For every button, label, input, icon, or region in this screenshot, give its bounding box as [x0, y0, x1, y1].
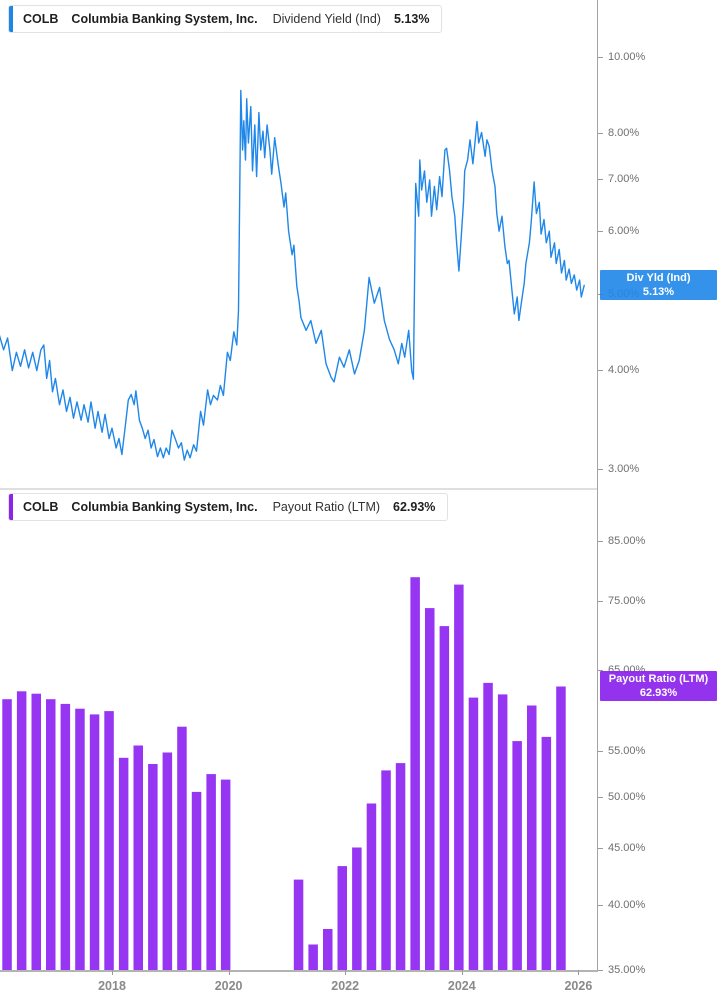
- panel-divider: [0, 488, 598, 490]
- payout-ratio-bar-q4-2018[interactable]: [162, 752, 173, 971]
- y-tick-mark: [598, 905, 603, 906]
- payout-ratio-bar-q3-2024[interactable]: [497, 694, 508, 971]
- y-tick-label: 40.00%: [608, 899, 646, 911]
- y-tick-mark: [598, 132, 603, 134]
- badge-label: Payout Ratio (LTM): [608, 673, 709, 686]
- x-tick-mark: [112, 970, 113, 975]
- badge-label: Div Yld (Ind): [626, 272, 691, 285]
- y-tick-label: 75.00%: [608, 595, 646, 608]
- payout-ratio-bar-q1-2019[interactable]: [177, 726, 187, 971]
- y-tick-label: 50.00%: [608, 791, 646, 804]
- x-tick-mark: [461, 970, 463, 975]
- payout-ratio-bar-q3-2016[interactable]: [31, 693, 42, 971]
- payout-ratio-bar-q1-2025[interactable]: [527, 705, 537, 971]
- ticker-symbol: COLB: [23, 500, 59, 514]
- dividend-yield-line-chart[interactable]: [0, 0, 717, 489]
- legend-chip-payout-ratio[interactable]: COLB Columbia Banking System, Inc. Payou…: [8, 493, 449, 521]
- payout-ratio-bar-q3-2023[interactable]: [439, 626, 450, 971]
- payout-ratio-bar-q1-2021[interactable]: [293, 879, 304, 971]
- y-tick-mark: [598, 969, 603, 971]
- payout-ratio-bar-q1-2016[interactable]: [2, 699, 12, 971]
- payout-ratio-bar-q2-2019[interactable]: [191, 791, 202, 971]
- y-tick-label: 8.00%: [608, 126, 640, 139]
- payout-ratio-bar-q1-2018[interactable]: [118, 757, 129, 971]
- series-accent-blue: [9, 6, 13, 32]
- y-tick-mark: [598, 670, 603, 672]
- y-tick-mark: [598, 601, 603, 603]
- ticker-symbol: COLB: [23, 12, 59, 26]
- y-tick-label: 45.00%: [608, 842, 646, 855]
- payout-ratio-bar-q2-2022[interactable]: [366, 803, 377, 971]
- metric-value: 5.13%: [393, 12, 430, 26]
- payout-ratio-bar-q3-2017[interactable]: [89, 714, 100, 971]
- payout-ratio-bar-chart[interactable]: [0, 489, 717, 971]
- series-accent-purple: [9, 494, 13, 520]
- y-tick-mark: [598, 231, 603, 233]
- payout-ratio-bar-q4-2021[interactable]: [337, 866, 348, 971]
- y-tick-label: 6.00%: [608, 225, 640, 238]
- payout-ratio-bar-q4-2016[interactable]: [46, 699, 56, 971]
- y-tick-mark: [598, 751, 603, 753]
- payout-ratio-bar-q1-2022[interactable]: [352, 847, 362, 971]
- y-tick-label: 35.00%: [608, 963, 646, 976]
- payout-ratio-bar-q2-2018[interactable]: [133, 745, 144, 971]
- payout-ratio-bar-q2-2024[interactable]: [483, 682, 493, 971]
- x-tick-label-2026: 2026: [564, 979, 593, 993]
- payout-ratio-bar-q1-2017[interactable]: [60, 703, 71, 971]
- y-tick-mark: [598, 56, 603, 58]
- y-tick-label: 55.00%: [608, 745, 646, 758]
- x-tick-mark: [228, 970, 230, 975]
- last-value-badge-payout-ratio: Payout Ratio (LTM) 62.93%: [600, 671, 717, 702]
- payout-ratio-bar-q4-2017[interactable]: [104, 711, 114, 971]
- payout-ratio-bar-q4-2024[interactable]: [512, 741, 522, 971]
- metric-name: Dividend Yield (Ind): [272, 12, 381, 26]
- payout-ratio-bar-q3-2025[interactable]: [556, 686, 566, 971]
- payout-ratio-bar-q3-2022[interactable]: [381, 770, 391, 971]
- payout-ratio-bar-q1-2024[interactable]: [468, 697, 479, 971]
- y-axis-line: [597, 0, 598, 971]
- payout-ratio-bar-q3-2019[interactable]: [206, 774, 216, 971]
- y-tick-mark: [598, 468, 603, 470]
- y-tick-mark: [598, 848, 603, 850]
- dividend-yield-series-line: [0, 89, 585, 461]
- last-value-badge-div-yld: Div Yld (Ind) 5.13%: [600, 270, 717, 301]
- metric-value: 62.93%: [393, 500, 436, 514]
- payout-ratio-bar-q2-2017[interactable]: [75, 708, 85, 971]
- y-tick-mark: [598, 370, 603, 372]
- payout-ratio-bar-q2-2021[interactable]: [308, 944, 318, 971]
- y-tick-mark: [598, 540, 603, 542]
- payout-ratio-bar-q1-2023[interactable]: [410, 577, 420, 971]
- payout-ratio-bar-q2-2023[interactable]: [425, 608, 435, 971]
- metric-name: Payout Ratio (LTM): [272, 500, 381, 514]
- x-tick-mark: [345, 970, 347, 975]
- y-tick-label: 85.00%: [608, 534, 646, 547]
- payout-ratio-bar-q2-2016[interactable]: [16, 691, 27, 971]
- payout-ratio-bar-q2-2025[interactable]: [541, 736, 552, 971]
- company-name: Columbia Banking System, Inc.: [71, 12, 258, 26]
- y-tick-label: 3.00%: [608, 462, 640, 475]
- y-tick-mark: [598, 797, 603, 799]
- x-tick-label-2018: 2018: [98, 979, 126, 993]
- x-tick-mark: [578, 970, 580, 975]
- payout-ratio-bar-q4-2022[interactable]: [395, 763, 406, 971]
- payout-ratio-bar-q4-2019[interactable]: [220, 779, 231, 971]
- x-tick-label-2020: 2020: [214, 979, 243, 993]
- badge-value: 62.93%: [639, 687, 678, 700]
- y-tick-label: 10.00%: [608, 50, 646, 63]
- company-name: Columbia Banking System, Inc.: [71, 500, 258, 514]
- legend-chip-dividend-yield[interactable]: COLB Columbia Banking System, Inc. Divid…: [8, 5, 443, 33]
- x-tick-label-2022: 2022: [331, 979, 360, 993]
- payout-ratio-bar-q4-2023[interactable]: [454, 584, 464, 971]
- x-tick-label-2024: 2024: [447, 979, 476, 993]
- y-tick-label: 7.00%: [608, 172, 640, 185]
- y-tick-mark: [598, 178, 603, 180]
- y-tick-label: 4.00%: [608, 364, 640, 377]
- payout-ratio-bar-q3-2021[interactable]: [323, 929, 333, 971]
- badge-value: 5.13%: [642, 286, 675, 299]
- x-axis-line: [0, 970, 598, 972]
- payout-ratio-bar-q3-2018[interactable]: [148, 764, 158, 971]
